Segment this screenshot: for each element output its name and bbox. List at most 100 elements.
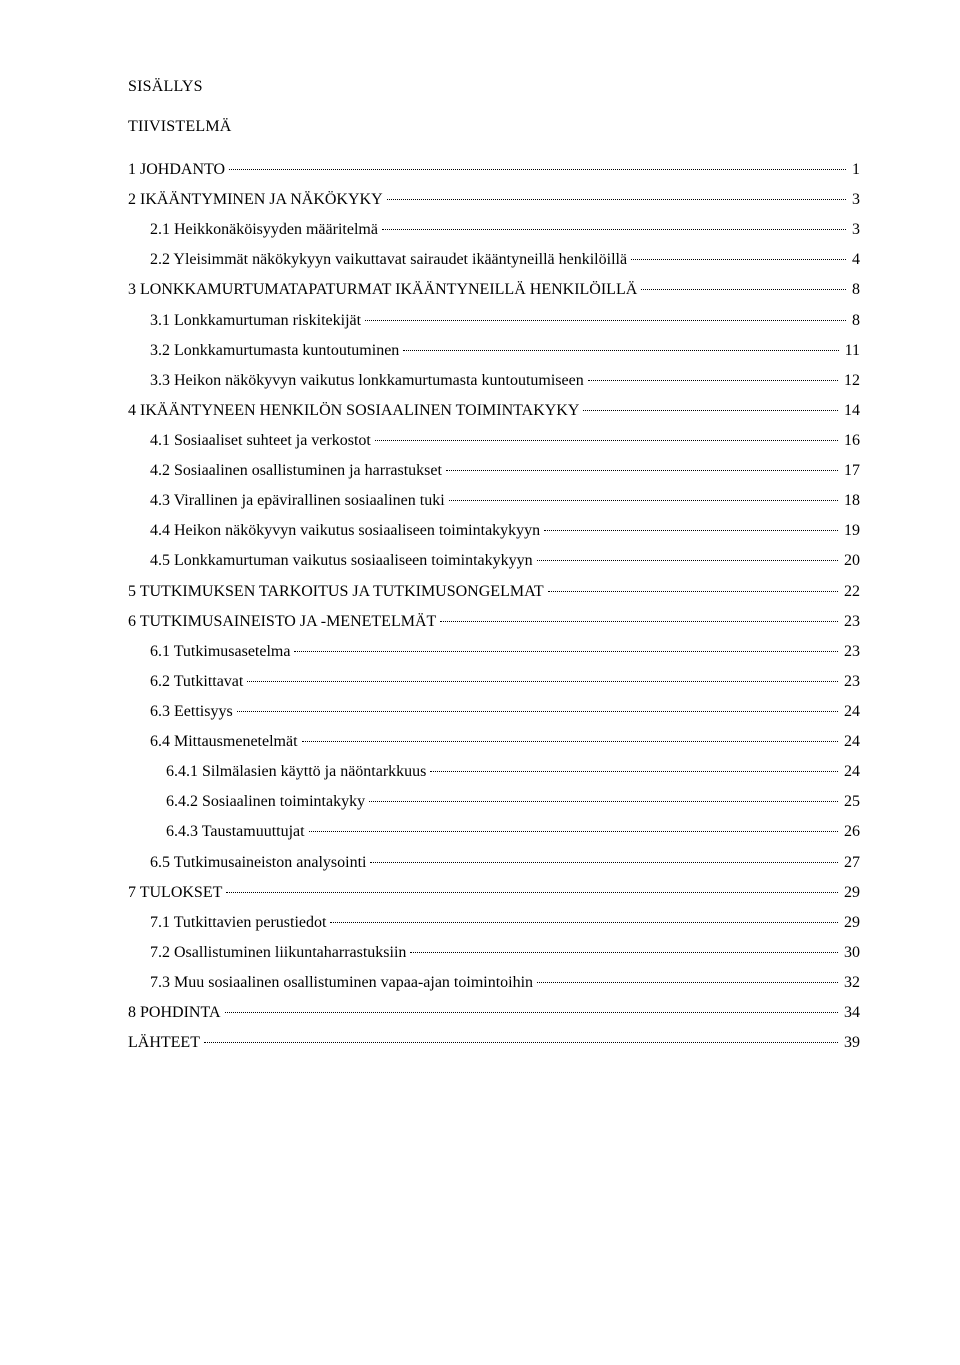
toc-entry: 2.1 Heikkonäköisyyden määritelmä3 [128, 218, 860, 242]
toc-entry-page: 26 [840, 820, 860, 844]
toc-leader-dots [369, 801, 838, 802]
toc-leader-dots [583, 410, 838, 411]
toc-entry-label: 6.3 Eettisyys [150, 700, 235, 724]
toc-entry-page: 8 [848, 278, 860, 302]
toc-entry: 4 IKÄÄNTYNEEN HENKILÖN SOSIAALINEN TOIMI… [128, 399, 860, 423]
toc-entry: LÄHTEET 39 [128, 1031, 860, 1055]
toc-entry-page: 4 [848, 248, 860, 272]
toc-entry: 6.1 Tutkimusasetelma 23 [128, 640, 860, 664]
toc-entry-page: 23 [840, 610, 860, 634]
toc-entry-page: 29 [840, 881, 860, 905]
toc-entry-label: 6.4.3 Taustamuuttujat [166, 820, 307, 844]
toc-leader-dots [588, 380, 838, 381]
toc-entry-page: 18 [840, 489, 860, 513]
toc-leader-dots [641, 289, 846, 290]
toc-entry-page: 32 [840, 971, 860, 995]
toc-entry-label: 4.2 Sosiaalinen osallistuminen ja harras… [150, 459, 444, 483]
toc-leader-dots [226, 892, 838, 893]
toc-entry: 6.4.1 Silmälasien käyttö ja näöntarkkuus… [128, 760, 860, 784]
toc-entry: 6.4.2 Sosiaalinen toimintakyky25 [128, 790, 860, 814]
toc-entry: 4.2 Sosiaalinen osallistuminen ja harras… [128, 459, 860, 483]
toc-entry-label: 6.5 Tutkimusaineiston analysointi [150, 851, 368, 875]
toc-entry-label: 7.3 Muu sosiaalinen osallistuminen vapaa… [150, 971, 535, 995]
toc-entry: 4.5 Lonkkamurtuman vaikutus sosiaaliseen… [128, 549, 860, 573]
toc-entry-label: 3.2 Lonkkamurtumasta kuntoutuminen [150, 339, 401, 363]
toc-entry: 6.2 Tutkittavat23 [128, 670, 860, 694]
toc-entry: 6.4 Mittausmenetelmät 24 [128, 730, 860, 754]
toc-leader-dots [430, 771, 838, 772]
toc-entry: 7.2 Osallistuminen liikuntaharrastuksiin… [128, 941, 860, 965]
toc-leader-dots [446, 470, 838, 471]
toc-entry-page: 39 [840, 1031, 860, 1055]
toc-entry-label: 7.1 Tutkittavien perustiedot [150, 911, 328, 935]
toc-entry: 4.3 Virallinen ja epävirallinen sosiaali… [128, 489, 860, 513]
toc-leader-dots [387, 199, 846, 200]
toc-entry-label: 3.3 Heikon näkökyvyn vaikutus lonkkamurt… [150, 369, 586, 393]
toc-entry: 6 TUTKIMUSAINEISTO JA -MENETELMÄT 23 [128, 610, 860, 634]
toc-subtitle: TIIVISTELMÄ [128, 118, 860, 136]
toc-entry: 3.2 Lonkkamurtumasta kuntoutuminen 11 [128, 339, 860, 363]
toc-leader-dots [548, 591, 838, 592]
toc-entry-page: 30 [840, 941, 860, 965]
toc-leader-dots [410, 952, 838, 953]
toc-entry: 1 JOHDANTO 1 [128, 158, 860, 182]
toc-leader-dots [382, 229, 846, 230]
toc-list: 1 JOHDANTO 1 2 IKÄÄNTYMINEN JA NÄKÖKYKY 3 2.… [128, 158, 860, 1055]
toc-leader-dots [370, 862, 838, 863]
toc-entry: 2 IKÄÄNTYMINEN JA NÄKÖKYKY 3 [128, 188, 860, 212]
toc-entry: 8 POHDINTA 34 [128, 1001, 860, 1025]
toc-entry-page: 24 [840, 700, 860, 724]
toc-leader-dots [294, 651, 838, 652]
toc-entry: 3 LONKKAMURTUMATAPATURMAT IKÄÄNTYNEILLÄ … [128, 278, 860, 302]
toc-entry: 6.3 Eettisyys 24 [128, 700, 860, 724]
toc-leader-dots [440, 621, 838, 622]
toc-leader-dots [365, 320, 846, 321]
toc-leader-dots [537, 982, 838, 983]
toc-entry-label: 6.4.1 Silmälasien käyttö ja näöntarkkuus [166, 760, 428, 784]
toc-entry-page: 3 [848, 188, 860, 212]
toc-entry-page: 23 [840, 640, 860, 664]
toc-entry: 7.1 Tutkittavien perustiedot29 [128, 911, 860, 935]
document-page: SISÄLLYS TIIVISTELMÄ 1 JOHDANTO 1 2 IKÄÄNT… [0, 0, 960, 1365]
toc-entry-page: 24 [840, 730, 860, 754]
toc-leader-dots [302, 741, 838, 742]
toc-leader-dots [544, 530, 838, 531]
toc-entry-page: 16 [840, 429, 860, 453]
toc-entry: 4.4 Heikon näkökyvyn vaikutus sosiaalise… [128, 519, 860, 543]
toc-entry-label: 6 TUTKIMUSAINEISTO JA -MENETELMÄT [128, 610, 438, 634]
toc-leader-dots [375, 440, 838, 441]
toc-entry-label: 2.1 Heikkonäköisyyden määritelmä [150, 218, 380, 242]
toc-entry-page: 8 [848, 309, 860, 333]
toc-leader-dots [330, 922, 838, 923]
toc-entry-page: 24 [840, 760, 860, 784]
toc-entry-label: 6.4 Mittausmenetelmät [150, 730, 300, 754]
toc-entry: 3.3 Heikon näkökyvyn vaikutus lonkkamurt… [128, 369, 860, 393]
toc-entry-label: 4 IKÄÄNTYNEEN HENKILÖN SOSIAALINEN TOIMI… [128, 399, 581, 423]
toc-leader-dots [225, 1012, 839, 1013]
toc-entry-label: 2 IKÄÄNTYMINEN JA NÄKÖKYKY [128, 188, 385, 212]
toc-entry: 3.1 Lonkkamurtuman riskitekijät 8 [128, 309, 860, 333]
toc-entry-label: LÄHTEET [128, 1031, 202, 1055]
toc-entry-page: 19 [840, 519, 860, 543]
toc-entry-page: 27 [840, 851, 860, 875]
toc-entry: 7 TULOKSET 29 [128, 881, 860, 905]
toc-entry-page: 11 [841, 339, 860, 363]
toc-leader-dots [204, 1042, 838, 1043]
toc-entry-label: 4.4 Heikon näkökyvyn vaikutus sosiaalise… [150, 519, 542, 543]
toc-entry: 5 TUTKIMUKSEN TARKOITUS JA TUTKIMUSONGEL… [128, 580, 860, 604]
toc-entry-label: 6.1 Tutkimusasetelma [150, 640, 292, 664]
toc-leader-dots [403, 350, 838, 351]
toc-entry-label: 7 TULOKSET [128, 881, 224, 905]
toc-entry-label: 1 JOHDANTO [128, 158, 227, 182]
toc-entry-page: 34 [840, 1001, 860, 1025]
toc-entry-page: 1 [848, 158, 860, 182]
toc-entry: 6.5 Tutkimusaineiston analysointi 27 [128, 851, 860, 875]
toc-entry-label: 4.1 Sosiaaliset suhteet ja verkostot [150, 429, 373, 453]
toc-entry-label: 3.1 Lonkkamurtuman riskitekijät [150, 309, 363, 333]
toc-entry-page: 25 [840, 790, 860, 814]
toc-entry: 7.3 Muu sosiaalinen osallistuminen vapaa… [128, 971, 860, 995]
toc-entry-label: 8 POHDINTA [128, 1001, 223, 1025]
toc-leader-dots [309, 831, 838, 832]
toc-title: SISÄLLYS [128, 78, 860, 96]
toc-entry-label: 5 TUTKIMUKSEN TARKOITUS JA TUTKIMUSONGEL… [128, 580, 546, 604]
